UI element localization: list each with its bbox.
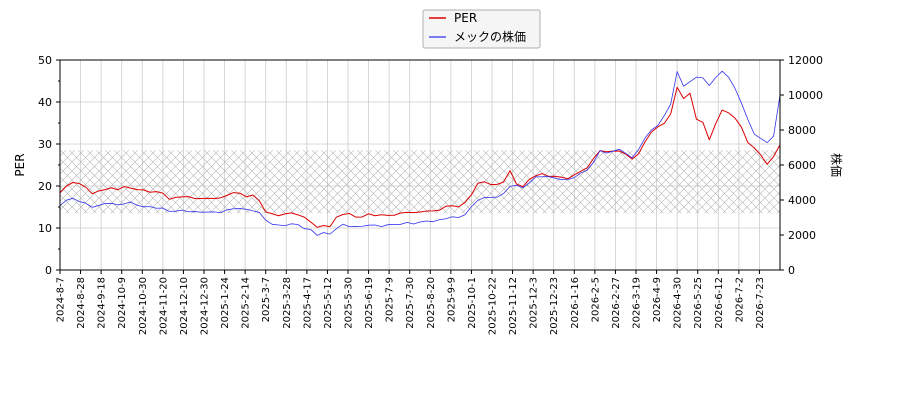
x-tick-label: 2025-5-12 — [323, 277, 334, 329]
y-right-tick-label: 6000 — [788, 159, 816, 172]
y-left-tick-label: 30 — [38, 138, 52, 151]
x-tick-label: 2024-9-18 — [97, 277, 108, 329]
y-right-axis-label: 株価 — [829, 153, 844, 177]
x-tick-label: 2026-2-5 — [590, 277, 601, 322]
x-tick-label: 2025-12-3 — [529, 277, 540, 329]
x-tick-label: 2025-10-1 — [467, 277, 478, 329]
x-tick-label: 2026-1-16 — [570, 277, 581, 329]
x-tick-label: 2024-12-30 — [200, 277, 211, 335]
x-tick-label: 2025-8-20 — [426, 277, 437, 329]
x-tick-label: 2026-2-27 — [611, 277, 622, 329]
y-left-tick-label: 0 — [45, 264, 52, 277]
x-tick-label: 2024-8-28 — [76, 277, 87, 329]
y-left-axis-label: PER — [13, 153, 27, 176]
x-tick-label: 2026-6-12 — [714, 277, 725, 329]
x-tick-label: 2025-12-23 — [549, 277, 560, 335]
y-right-tick-label: 4000 — [788, 194, 816, 207]
y-right-tick-label: 10000 — [788, 89, 823, 102]
x-tick-label: 2024-12-10 — [179, 277, 190, 335]
x-tick-label: 2025-5-30 — [344, 277, 355, 329]
x-tick-label: 2026-5-25 — [693, 277, 704, 329]
x-tick-label: 2025-3-28 — [282, 277, 293, 329]
per-series-line — [60, 86, 780, 228]
x-tick-label: 2025-7-9 — [385, 277, 396, 322]
x-tick-label: 2024-10-30 — [138, 277, 149, 335]
y-right-tick-label: 2000 — [788, 229, 816, 242]
x-tick-label: 2025-11-12 — [508, 277, 519, 335]
y-right-tick-label: 0 — [788, 264, 795, 277]
y-left-tick-label: 50 — [38, 54, 52, 67]
y-left-tick-label: 40 — [38, 96, 52, 109]
x-tick-label: 2024-8-7 — [56, 277, 67, 322]
y-left-tick-label: 10 — [38, 222, 52, 235]
x-tick-label: 2025-1-24 — [220, 277, 231, 329]
x-tick-label: 2025-6-19 — [364, 277, 375, 329]
x-tick-label: 2025-3-7 — [261, 277, 272, 322]
x-tick-label: 2025-10-22 — [488, 277, 499, 335]
y-right-tick-label: 12000 — [788, 54, 823, 67]
x-tick-label: 2026-7-23 — [755, 277, 766, 329]
x-tick-label: 2025-9-9 — [446, 277, 457, 322]
y-right-tick-label: 8000 — [788, 124, 816, 137]
stock-price-series-line — [60, 70, 780, 236]
per-band-hatched-region — [60, 150, 780, 214]
y-left-tick-label: 20 — [38, 180, 52, 193]
x-tick-label: 2025-7-30 — [405, 277, 416, 329]
x-tick-label: 2026-4-30 — [673, 277, 684, 329]
legend-label-per: PER — [454, 11, 477, 25]
legend-label-stock-price: メックの株価 — [454, 29, 526, 44]
x-tick-label: 2025-4-17 — [302, 277, 313, 329]
x-tick-label: 2026-3-19 — [632, 277, 643, 329]
legend-frame — [422, 9, 541, 49]
x-tick-label: 2026-4-9 — [652, 277, 663, 322]
x-tick-label: 2024-10-9 — [117, 277, 128, 329]
x-tick-label: 2024-11-20 — [158, 277, 169, 335]
x-tick-label: 2026-7-2 — [734, 277, 745, 322]
legend: PER メックの株価 — [422, 9, 541, 49]
x-tick-label: 2025-2-14 — [241, 277, 252, 329]
